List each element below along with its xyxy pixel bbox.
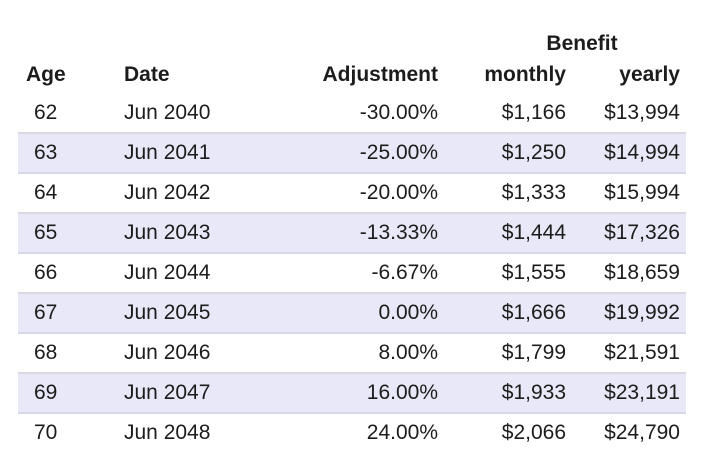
cell-adjustment: 0.00%	[246, 293, 438, 334]
table-row: 65 Jun 2043 -13.33% $1,444 $17,326	[18, 213, 686, 254]
cell-yearly: $15,994	[566, 173, 686, 214]
cell-age: 67	[18, 293, 104, 334]
cell-date: Jun 2044	[104, 253, 246, 294]
cell-age: 63	[18, 133, 104, 174]
cell-yearly: $14,994	[566, 133, 686, 174]
cell-monthly: $1,666	[438, 293, 566, 334]
table-row: 69 Jun 2047 16.00% $1,933 $23,191	[18, 373, 686, 414]
table-row: 64 Jun 2042 -20.00% $1,333 $15,994	[18, 173, 686, 214]
cell-monthly: $1,333	[438, 173, 566, 214]
cell-monthly: $2,066	[501, 421, 566, 444]
cell-date: Jun 2048	[124, 421, 211, 444]
cell-yearly: $18,659	[566, 253, 686, 294]
benefit-table: Benefit Age Date Adjustment monthly year…	[18, 20, 686, 452]
cell-yearly: $23,191	[566, 373, 686, 414]
header-age: Age	[26, 63, 66, 86]
cell-monthly: $1,555	[438, 253, 566, 294]
header-benefit-group: Benefit	[546, 32, 618, 55]
table-header: Benefit Age Date Adjustment monthly year…	[18, 20, 686, 94]
cell-monthly: $1,799	[438, 333, 566, 374]
table-row: 62 Jun 2040 -30.00% $1,166 $13,994	[18, 94, 686, 134]
header-group-spacer	[18, 20, 438, 56]
cell-age: 64	[18, 173, 104, 214]
cell-date: Jun 2042	[104, 173, 246, 214]
header-column-row: Age Date Adjustment monthly yearly	[18, 56, 686, 94]
cell-age: 66	[18, 253, 104, 294]
cell-adjustment: -25.00%	[246, 133, 438, 174]
cell-age: 65	[18, 213, 104, 254]
cell-age: 70	[34, 421, 58, 444]
cell-adjustment: -13.33%	[246, 213, 438, 254]
cell-yearly: $19,992	[566, 293, 686, 334]
cell-date: Jun 2041	[104, 133, 246, 174]
cell-yearly: $24,790	[604, 421, 680, 444]
cell-monthly: $1,250	[438, 133, 566, 174]
cell-age: 69	[18, 373, 104, 414]
header-monthly: monthly	[484, 63, 566, 86]
cell-adjustment: -30.00%	[246, 94, 438, 134]
table-row: 68 Jun 2046 8.00% $1,799 $21,591	[18, 333, 686, 374]
table-row: 70 Jun 2048 24.00% $2,066 $24,790	[18, 413, 686, 452]
cell-adjustment: 8.00%	[246, 333, 438, 374]
cell-monthly: $1,166	[438, 94, 566, 134]
header-yearly: yearly	[619, 63, 680, 86]
cell-yearly: $13,994	[566, 94, 686, 134]
cell-date: Jun 2045	[104, 293, 246, 334]
cell-date: Jun 2046	[104, 333, 246, 374]
table-row: 63 Jun 2041 -25.00% $1,250 $14,994	[18, 133, 686, 174]
table-body: 62 Jun 2040 -30.00% $1,166 $13,994 63 Jun 2041…	[18, 94, 686, 452]
cell-age: 62	[18, 94, 104, 134]
header-group-row: Benefit	[18, 20, 686, 56]
cell-date: Jun 2047	[104, 373, 246, 414]
cell-adjustment: 24.00%	[366, 421, 438, 444]
header-date: Date	[124, 63, 170, 86]
table-row: 66 Jun 2044 -6.67% $1,555 $18,659	[18, 253, 686, 294]
cell-age: 68	[18, 333, 104, 374]
cell-adjustment: -20.00%	[246, 173, 438, 214]
header-adjustment: Adjustment	[322, 63, 439, 86]
cell-date: Jun 2043	[104, 213, 246, 254]
benefit-table-container: Benefit Age Date Adjustment monthly year…	[18, 20, 686, 452]
cell-monthly: $1,933	[438, 373, 566, 414]
cell-monthly: $1,444	[438, 213, 566, 254]
cell-yearly: $21,591	[566, 333, 686, 374]
cell-adjustment: -6.67%	[246, 253, 438, 294]
cell-yearly: $17,326	[566, 213, 686, 254]
cell-adjustment: 16.00%	[246, 373, 438, 414]
table-row: 67 Jun 2045 0.00% $1,666 $19,992	[18, 293, 686, 334]
cell-date: Jun 2040	[104, 94, 246, 134]
